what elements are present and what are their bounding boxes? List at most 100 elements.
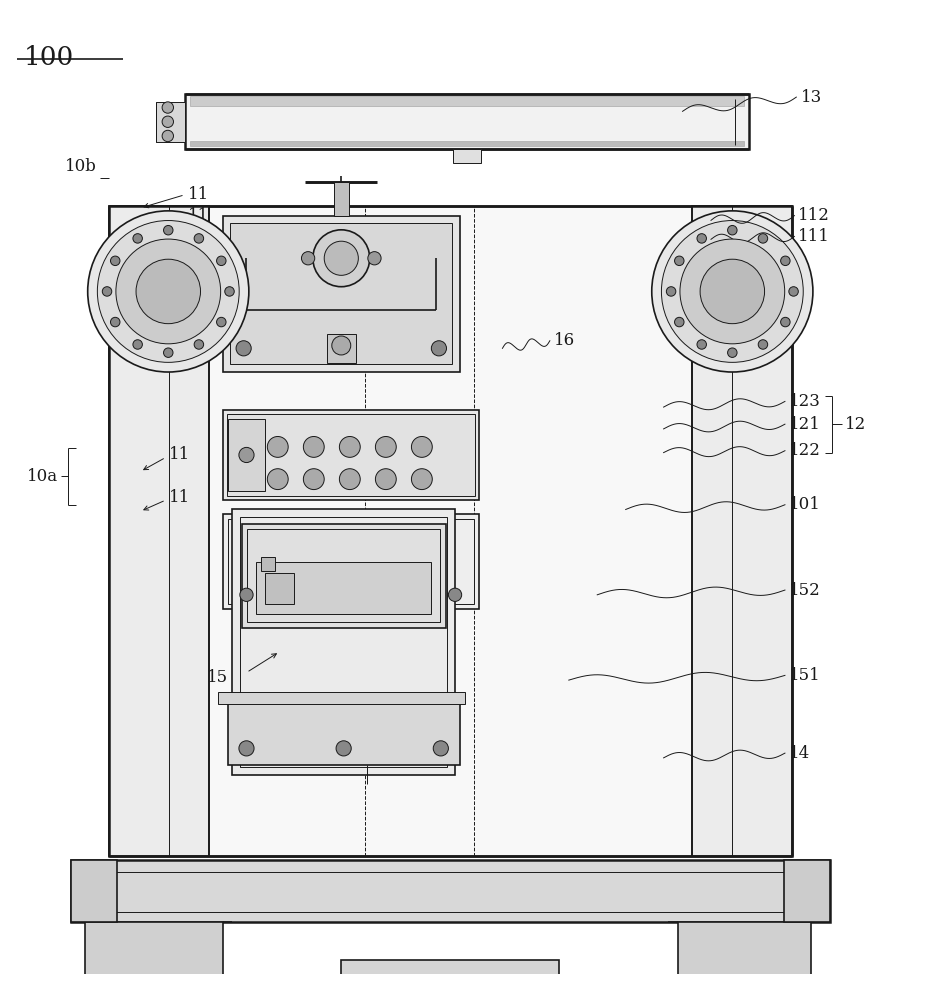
- Bar: [242, 524, 446, 628]
- Circle shape: [303, 469, 324, 490]
- Circle shape: [332, 336, 351, 355]
- Circle shape: [680, 239, 785, 344]
- Circle shape: [339, 469, 360, 490]
- Circle shape: [697, 234, 706, 243]
- Circle shape: [666, 287, 676, 296]
- Bar: [240, 517, 447, 767]
- Circle shape: [375, 436, 396, 457]
- Circle shape: [116, 239, 221, 344]
- Circle shape: [789, 287, 798, 296]
- Circle shape: [727, 225, 737, 235]
- Circle shape: [675, 317, 684, 327]
- Circle shape: [758, 234, 768, 243]
- Text: 122: 122: [789, 442, 821, 459]
- Circle shape: [324, 241, 358, 275]
- Circle shape: [301, 252, 315, 265]
- Circle shape: [98, 221, 239, 362]
- Text: 15: 15: [207, 669, 228, 686]
- Circle shape: [448, 588, 462, 601]
- Circle shape: [162, 116, 173, 127]
- Circle shape: [675, 256, 684, 266]
- Circle shape: [102, 287, 112, 296]
- Circle shape: [411, 436, 432, 457]
- Bar: [265, 573, 294, 604]
- Circle shape: [368, 252, 381, 265]
- Circle shape: [303, 436, 324, 457]
- Circle shape: [163, 348, 173, 357]
- Text: 10a: 10a: [27, 468, 58, 485]
- Text: 10b: 10b: [64, 158, 97, 175]
- Bar: [678, 922, 811, 1000]
- Circle shape: [662, 221, 803, 362]
- Circle shape: [162, 102, 173, 113]
- Circle shape: [194, 234, 204, 243]
- Circle shape: [758, 340, 768, 349]
- Bar: [87, 993, 221, 1000]
- Bar: [223, 410, 479, 500]
- Bar: [327, 334, 356, 363]
- Bar: [223, 216, 460, 372]
- Bar: [334, 182, 349, 216]
- Bar: [71, 860, 830, 922]
- Text: 151: 151: [789, 667, 820, 684]
- Circle shape: [336, 741, 351, 756]
- Text: 11: 11: [169, 489, 190, 506]
- Circle shape: [163, 225, 173, 235]
- Bar: [227, 414, 475, 496]
- Bar: [230, 223, 452, 364]
- Circle shape: [239, 741, 254, 756]
- Circle shape: [431, 341, 447, 356]
- Circle shape: [433, 741, 448, 756]
- Circle shape: [216, 317, 226, 327]
- Text: 123: 123: [789, 393, 821, 410]
- Bar: [228, 519, 474, 604]
- Circle shape: [236, 341, 251, 356]
- Text: 16: 16: [554, 332, 574, 349]
- Bar: [228, 694, 460, 765]
- Circle shape: [727, 348, 737, 357]
- Circle shape: [133, 234, 142, 243]
- Bar: [692, 206, 792, 855]
- Text: 11: 11: [188, 186, 209, 203]
- Circle shape: [137, 259, 201, 324]
- Bar: [85, 922, 223, 1000]
- Bar: [218, 692, 465, 704]
- Circle shape: [267, 436, 288, 457]
- Circle shape: [780, 256, 790, 266]
- Bar: [256, 562, 431, 614]
- Circle shape: [700, 259, 764, 324]
- Bar: [341, 960, 559, 1000]
- Circle shape: [313, 230, 370, 287]
- Bar: [247, 529, 440, 622]
- Circle shape: [162, 130, 173, 142]
- Bar: [156, 102, 185, 142]
- Circle shape: [133, 340, 142, 349]
- Text: 14: 14: [789, 745, 810, 762]
- Bar: [261, 557, 275, 571]
- Circle shape: [194, 340, 204, 349]
- Bar: [228, 419, 265, 491]
- Bar: [452, 149, 481, 163]
- Bar: [223, 514, 479, 609]
- Circle shape: [239, 447, 254, 463]
- Text: 121: 121: [789, 416, 821, 433]
- Bar: [784, 860, 830, 922]
- Text: 152: 152: [789, 582, 820, 599]
- Circle shape: [411, 469, 432, 490]
- Circle shape: [111, 256, 120, 266]
- Bar: [109, 206, 209, 855]
- Bar: [109, 206, 792, 855]
- Circle shape: [111, 317, 120, 327]
- Bar: [190, 141, 744, 146]
- Text: 11: 11: [169, 446, 190, 463]
- Circle shape: [780, 317, 790, 327]
- Circle shape: [267, 469, 288, 490]
- Text: 111: 111: [798, 228, 830, 245]
- Circle shape: [240, 588, 253, 601]
- Circle shape: [216, 256, 226, 266]
- Circle shape: [697, 340, 706, 349]
- Bar: [71, 860, 117, 922]
- Bar: [185, 94, 749, 149]
- Circle shape: [375, 469, 396, 490]
- Bar: [190, 96, 744, 106]
